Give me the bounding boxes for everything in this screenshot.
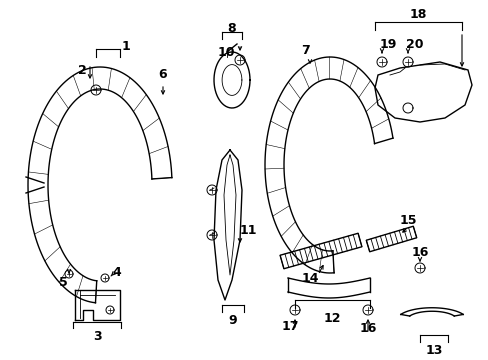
Text: 20: 20 — [405, 39, 423, 51]
Text: 18: 18 — [409, 8, 427, 21]
Text: 3: 3 — [93, 329, 101, 342]
Text: 16: 16 — [410, 246, 428, 258]
Text: 2: 2 — [78, 63, 86, 77]
Text: 4: 4 — [112, 266, 121, 279]
Text: 10: 10 — [218, 45, 235, 58]
Text: 12: 12 — [323, 311, 340, 324]
Text: 9: 9 — [228, 314, 237, 327]
Text: 17: 17 — [281, 320, 298, 333]
Text: 15: 15 — [398, 213, 416, 226]
Text: 13: 13 — [425, 343, 442, 356]
Text: 8: 8 — [227, 22, 236, 35]
Text: 7: 7 — [300, 44, 309, 57]
Text: 14: 14 — [301, 271, 318, 284]
Text: 16: 16 — [359, 321, 376, 334]
Text: 1: 1 — [122, 40, 130, 54]
Text: 5: 5 — [59, 275, 67, 288]
Text: 6: 6 — [159, 68, 167, 81]
Text: 11: 11 — [239, 224, 256, 237]
Text: 19: 19 — [379, 39, 397, 51]
